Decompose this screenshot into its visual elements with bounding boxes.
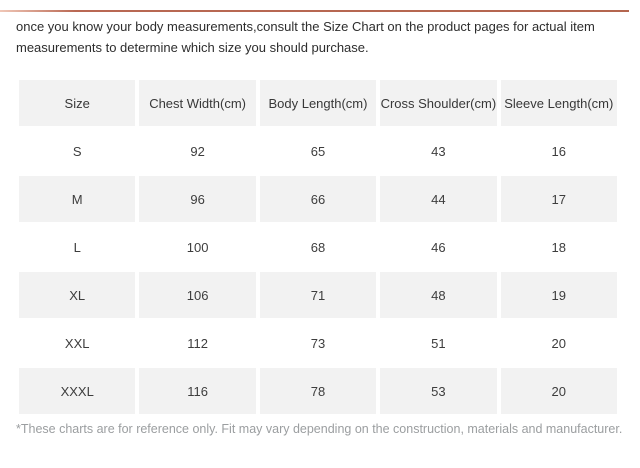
table-row-l: L 100 68 46 18 — [19, 224, 617, 270]
cell-body-length: 71 — [259, 272, 377, 318]
column-header-sleeve-length: Sleeve Length(cm) — [500, 80, 617, 126]
cell-chest-width: 96 — [139, 176, 256, 222]
cell-cross-shoulder: 44 — [380, 176, 497, 222]
cell-size: XXXL — [19, 368, 136, 414]
table-row-m: M 96 66 44 17 — [19, 176, 617, 222]
cell-cross-shoulder: 46 — [380, 224, 497, 270]
cell-size: XXL — [19, 320, 136, 366]
cell-sleeve-length: 19 — [500, 272, 617, 318]
cell-chest-width: 106 — [139, 272, 256, 318]
size-chart-table: Size Chest Width(cm) Body Length(cm) Cro… — [15, 78, 621, 416]
cell-body-length: 73 — [259, 320, 377, 366]
cell-sleeve-length: 20 — [500, 368, 617, 414]
cell-chest-width: 100 — [139, 224, 256, 270]
cell-size: M — [19, 176, 136, 222]
column-header-body-length: Body Length(cm) — [259, 80, 377, 126]
cell-chest-width: 92 — [139, 128, 256, 174]
cell-size: XL — [19, 272, 136, 318]
cell-cross-shoulder: 48 — [380, 272, 497, 318]
cell-body-length: 78 — [259, 368, 377, 414]
cell-body-length: 68 — [259, 224, 377, 270]
table-row-s: S 92 65 43 16 — [19, 128, 617, 174]
top-divider-line — [0, 10, 629, 12]
column-header-size: Size — [19, 80, 136, 126]
cell-sleeve-length: 18 — [500, 224, 617, 270]
cell-body-length: 65 — [259, 128, 377, 174]
cell-sleeve-length: 20 — [500, 320, 617, 366]
cell-sleeve-length: 17 — [500, 176, 617, 222]
cell-cross-shoulder: 51 — [380, 320, 497, 366]
table-row-xxl: XXL 112 73 51 20 — [19, 320, 617, 366]
cell-chest-width: 116 — [139, 368, 256, 414]
table-row-xxxl: XXXL 116 78 53 20 — [19, 368, 617, 414]
footnote-text: *These charts are for reference only. Fi… — [16, 422, 623, 436]
table-row-xl: XL 106 71 48 19 — [19, 272, 617, 318]
intro-text: once you know your body measurements,con… — [16, 19, 595, 55]
cell-cross-shoulder: 53 — [380, 368, 497, 414]
table-header-row: Size Chest Width(cm) Body Length(cm) Cro… — [19, 80, 617, 126]
column-header-cross-shoulder: Cross Shoulder(cm) — [380, 80, 497, 126]
column-header-chest-width: Chest Width(cm) — [139, 80, 256, 126]
cell-chest-width: 112 — [139, 320, 256, 366]
cell-cross-shoulder: 43 — [380, 128, 497, 174]
cell-body-length: 66 — [259, 176, 377, 222]
cell-sleeve-length: 16 — [500, 128, 617, 174]
cell-size: S — [19, 128, 136, 174]
cell-size: L — [19, 224, 136, 270]
